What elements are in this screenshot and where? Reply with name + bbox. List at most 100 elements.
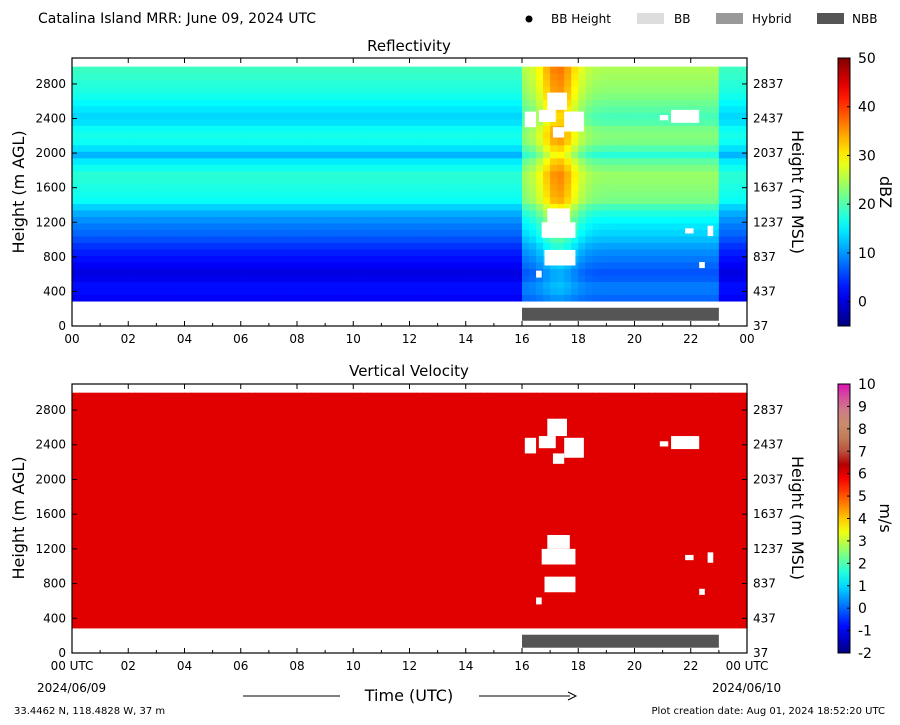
heatmap-cell — [585, 125, 593, 133]
heatmap-cell — [564, 92, 572, 100]
heatmap-cell — [254, 222, 263, 230]
heatmap-cell — [543, 190, 551, 198]
heatmap-cell — [683, 248, 692, 256]
heatmap-cell — [233, 73, 242, 81]
heatmap-cell — [550, 73, 558, 81]
heatmap-cell — [198, 588, 207, 596]
heatmap-cell — [268, 562, 277, 570]
heatmap-cell — [163, 405, 172, 413]
heatmap-cell — [297, 588, 305, 596]
heatmap-cell — [261, 621, 270, 629]
heatmap-cell — [514, 183, 523, 191]
heatmap-cell — [437, 144, 446, 152]
heatmap-cell — [205, 562, 214, 570]
heatmap-cell — [599, 229, 607, 237]
heatmap-cell — [86, 268, 94, 276]
heatmap-cell — [472, 105, 481, 113]
heatmap-cell — [374, 125, 382, 133]
heatmap-cell — [304, 497, 312, 505]
y-tick-label: 800 — [43, 250, 66, 264]
heatmap-cell — [142, 164, 150, 172]
heatmap-cell — [135, 92, 143, 100]
heatmap-cell — [289, 281, 298, 289]
heatmap-cell — [247, 608, 256, 616]
heatmap-cell — [275, 203, 284, 211]
heatmap-cell — [578, 287, 586, 296]
heatmap-cell — [732, 99, 741, 107]
heatmap-cell — [578, 216, 586, 224]
heatmap-cell — [388, 190, 397, 198]
heatmap-cell — [121, 451, 129, 459]
heatmap-cell — [205, 281, 214, 289]
heatmap-cell — [191, 614, 200, 622]
heatmap-cell — [219, 79, 228, 87]
heatmap-cell — [304, 112, 312, 120]
heatmap-cell — [718, 294, 727, 302]
heatmap-cell — [620, 287, 629, 296]
heatmap-cell — [297, 569, 305, 577]
heatmap-cell — [718, 164, 727, 172]
heatmap-cell — [219, 294, 228, 302]
heatmap-cell — [100, 484, 108, 492]
heatmap-cell — [261, 405, 270, 413]
heatmap-cell — [261, 131, 270, 139]
heatmap-cell — [282, 209, 291, 217]
heatmap-cell — [226, 131, 235, 139]
heatmap-cell — [557, 274, 565, 283]
heatmap-cell — [578, 274, 586, 283]
heatmap-cell — [514, 66, 523, 74]
heatmap-cell — [107, 614, 115, 622]
heatmap-cell — [662, 73, 671, 81]
heatmap-cell — [135, 177, 143, 185]
heatmap-cell — [507, 73, 516, 81]
heatmap-cell — [711, 255, 720, 263]
heatmap-cell — [282, 125, 291, 133]
heatmap-cell — [360, 164, 368, 172]
heatmap-cell — [332, 229, 340, 237]
heatmap-cell — [697, 170, 706, 178]
heatmap-cell — [275, 209, 284, 217]
heatmap-cell — [437, 235, 446, 243]
heatmap-cell — [275, 164, 284, 172]
heatmap-cell — [648, 86, 657, 94]
heatmap-cell — [655, 203, 664, 211]
heatmap-cell — [311, 392, 319, 400]
heatmap-cell — [648, 125, 657, 133]
heatmap-cell — [240, 190, 249, 198]
heatmap-cell — [282, 287, 291, 296]
heatmap-cell — [282, 170, 291, 178]
heatmap-cell — [254, 112, 263, 120]
heatmap-cell — [395, 235, 404, 243]
heatmap-cell — [297, 399, 305, 407]
heatmap-cell — [648, 79, 657, 87]
heatmap-cell — [725, 157, 734, 165]
heatmap-cell — [304, 248, 312, 256]
heatmap-cell — [184, 438, 193, 446]
heatmap-cell — [149, 471, 157, 479]
heatmap-cell — [332, 451, 340, 459]
heatmap-cell — [353, 73, 361, 81]
heatmap-cell — [318, 268, 326, 276]
heatmap-cell — [156, 268, 165, 276]
heatmap-cell — [311, 438, 319, 446]
heatmap-cell — [550, 144, 558, 152]
heatmap-cell — [142, 536, 150, 544]
heatmap-cell — [374, 105, 382, 113]
heatmap-cell — [226, 229, 235, 237]
heatmap-cell — [592, 287, 600, 296]
heatmap-cell — [641, 79, 650, 87]
heatmap-cell — [311, 79, 319, 87]
heatmap-cell — [479, 170, 488, 178]
heatmap-cell — [86, 484, 94, 492]
heatmap-cell — [191, 412, 200, 420]
heatmap-cell — [282, 281, 291, 289]
heatmap-cell — [346, 164, 354, 172]
heatmap-cell — [571, 131, 579, 139]
heatmap-cell — [641, 216, 650, 224]
heatmap-cell — [226, 99, 235, 107]
heatmap-cell — [254, 125, 263, 133]
heatmap-cell — [592, 216, 600, 224]
heatmap-cell — [282, 261, 291, 269]
heatmap-cell — [332, 268, 340, 276]
heatmap-cell — [395, 229, 404, 237]
